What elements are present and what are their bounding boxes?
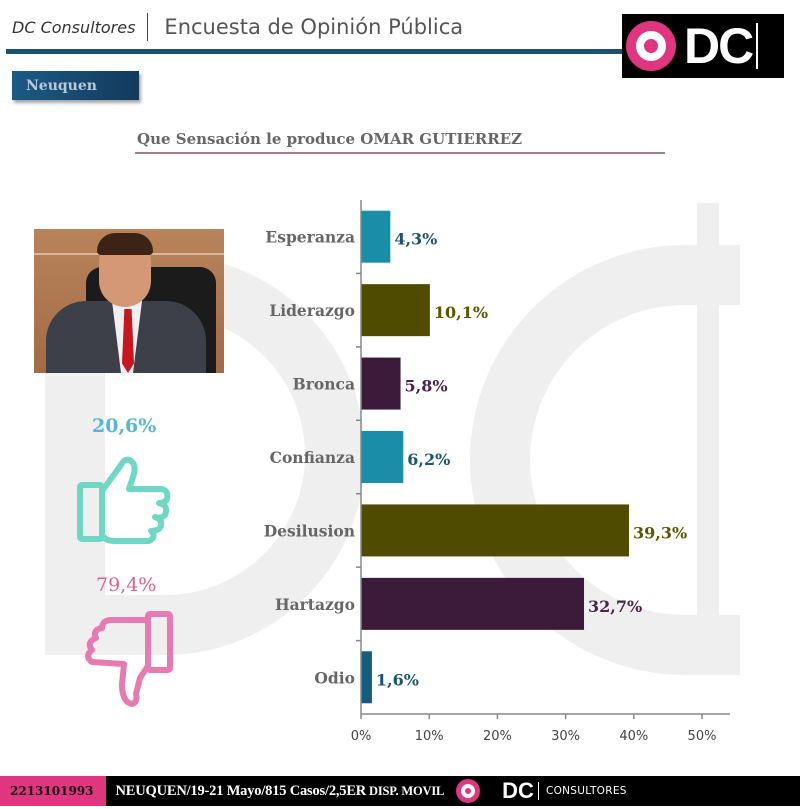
region-badge: Neuquen (12, 71, 139, 100)
x-tick-label: 10% (415, 729, 444, 744)
footer-info-small: DISP. MOVIL (366, 783, 445, 798)
category-label: Confianza (270, 448, 355, 467)
footer-logo-subtext: CONSULTORES (545, 785, 627, 797)
x-tick-label: 50% (688, 729, 717, 744)
category-label: Esperanza (265, 228, 355, 247)
question-underline (135, 152, 665, 154)
value-label: 5,8% (405, 377, 448, 396)
header-separator (147, 13, 149, 41)
negative-percentage: 79,4% (96, 574, 157, 596)
logo-text: DC (684, 18, 754, 74)
survey-title: Encuesta de Opinión Pública (164, 15, 464, 39)
bar-odio (361, 651, 372, 704)
header: DC Consultores Encuesta de Opinión Públi… (12, 10, 463, 44)
footer-logo-circle-icon (456, 779, 481, 803)
category-label: Liderazgo (269, 301, 355, 320)
x-tick-label: 30% (551, 729, 580, 744)
category-label: Hartazgo (275, 595, 355, 614)
value-label: 10,1% (434, 303, 488, 322)
watermark-bar (697, 203, 719, 653)
value-label: 32,7% (588, 597, 642, 616)
logo-bar (756, 23, 759, 69)
category-label: Odio (314, 668, 355, 687)
value-label: 6,2% (407, 450, 450, 469)
thumbs-up-icon (77, 456, 171, 544)
footer-code: 2213101993 (0, 776, 106, 806)
brand-name: DC Consultores (12, 17, 136, 37)
footer-info-main: NEUQUEN/19-21 Mayo/815 Casos/2,5ER (115, 782, 367, 799)
footer-bar: 2213101993 NEUQUEN/19-21 Mayo/815 Casos/… (0, 776, 800, 806)
bar-confianza (361, 431, 404, 483)
dc-logo: DC (622, 14, 784, 78)
footer-logo-text: DC (502, 778, 534, 803)
bar-desilusion (361, 504, 630, 557)
bar-chart: Esperanza 4,3% Liderazgo 10,1% Bronca 5,8% Con… (264, 200, 730, 744)
footer-logo-separator (537, 782, 539, 800)
category-label: Desilusion (264, 521, 355, 540)
candidate-photo (34, 229, 224, 373)
footer-info: NEUQUEN/19-21 Mayo/815 Casos/2,5ER DISP.… (116, 783, 445, 800)
bar-liderazgo (361, 284, 430, 337)
logo-circle-icon (626, 21, 676, 71)
thumbs-down-icon (85, 611, 173, 707)
question-title: Que Sensación le produce OMAR GUTIERREZ (137, 130, 523, 148)
header-rule (6, 49, 646, 54)
x-tick-label: 0% (351, 729, 372, 744)
category-label: Bronca (293, 375, 355, 394)
bar-hartazgo (361, 577, 585, 630)
value-label: 39,3% (633, 523, 687, 542)
value-label: 1,6% (376, 670, 419, 689)
value-label: 4,3% (394, 230, 437, 249)
positive-percentage: 20,6% (92, 415, 157, 437)
bar-esperanza (361, 210, 391, 263)
x-tick-label: 20% (483, 729, 512, 744)
bar-bronca (361, 357, 401, 410)
x-tick-label: 40% (619, 729, 648, 744)
